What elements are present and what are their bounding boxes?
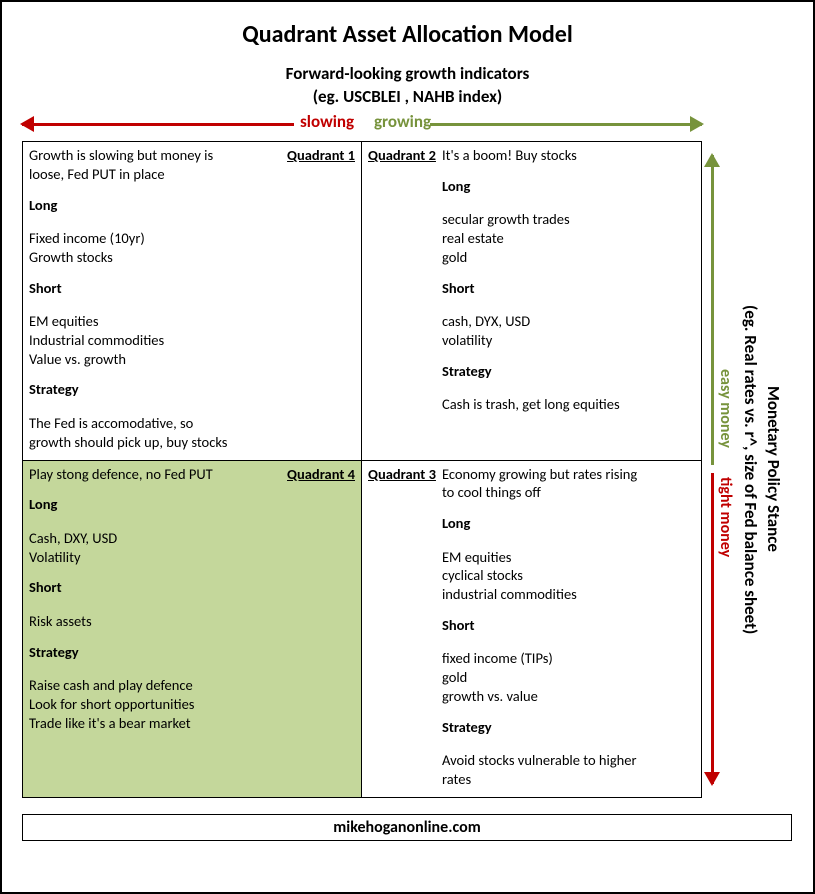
q3-strategy-heading: Strategy [442,718,695,737]
y-axis-top-label: easy money [716,369,735,448]
x-axis-right-label: growing [374,111,431,132]
q3-long-item: EM equities [442,548,695,567]
q3-summary-line: Economy growing but rates rising [442,465,695,484]
q2-short-item: volatility [442,331,695,350]
q4-long-item: Cash, DXY, USD [29,529,281,548]
quadrant-1: Growth is slowing but money is loose, Fe… [23,142,362,461]
q2-short-item: cash, DYX, USD [442,312,695,331]
q4-short-item: Risk assets [29,612,281,631]
quadrant-3: Quadrant 3 Economy growing but rates ris… [362,461,701,797]
q1-short-item: Industrial commodities [29,331,281,350]
arrow-right-icon [430,123,702,126]
q3-summary-line: to cool things off [442,483,695,502]
q4-long-item: Volatility [29,548,281,567]
q1-long-item: Fixed income (10yr) [29,229,281,248]
arrow-down-icon [711,473,714,784]
q3-short-item: growth vs. value [442,687,695,706]
q1-strategy-heading: Strategy [29,380,281,399]
q1-strategy-line: The Fed is accomodative, so [29,414,281,433]
q3-short-item: fixed income (TIPs) [442,649,695,668]
q4-label: Quadrant 4 [287,465,355,733]
mid-row: Growth is slowing but money is loose, Fe… [22,141,793,798]
q2-short-heading: Short [442,279,695,298]
q2-long-item: real estate [442,229,695,248]
arrow-up-icon [711,155,714,466]
q4-long-heading: Long [29,495,281,514]
q3-long-heading: Long [442,514,695,533]
x-axis-title: Forward-looking growth indicators (eg. U… [22,63,793,109]
q1-long-item: Growth stocks [29,248,281,267]
quadrant-grid: Growth is slowing but money is loose, Fe… [22,141,702,798]
q4-strategy-line: Trade like it's a bear market [29,714,281,733]
q4-strategy-heading: Strategy [29,643,281,662]
q1-short-item: EM equities [29,312,281,331]
x-axis-arrows: slowing growing [22,115,702,141]
q1-long-heading: Long [29,196,281,215]
x-axis-left-label: slowing [300,111,354,132]
x-axis-title-line2: (eg. USCBLEI , NAHB index) [22,86,793,109]
q1-summary-line: loose, Fed PUT in place [29,165,281,184]
q2-summary-line: It's a boom! Buy stocks [442,146,695,165]
main-title: Quadrant Asset Allocation Model [22,20,793,49]
quadrant-4: Play stong defence, no Fed PUT Long Cash… [23,461,362,797]
y-axis-arrows: easy money tight money [704,141,734,798]
footer-attribution: mikehoganonline.com [22,814,792,841]
q2-long-item: gold [442,248,695,267]
q3-short-item: gold [442,668,695,687]
y-axis-title-line2: (eg. Real rates vs. r^, size of Fed bala… [738,305,761,634]
q3-long-item: industrial commodities [442,585,695,604]
diagram-frame: Quadrant Asset Allocation Model Forward-… [0,0,815,894]
q4-short-heading: Short [29,578,281,597]
q1-short-item: Value vs. growth [29,350,281,369]
x-axis-title-line1: Forward-looking growth indicators [22,63,793,86]
q4-strategy-line: Raise cash and play defence [29,676,281,695]
q1-short-heading: Short [29,279,281,298]
y-axis-title-line1: Monetary Policy Stance [761,305,784,634]
q2-long-heading: Long [442,177,695,196]
q3-strategy-line: rates [442,770,695,789]
q3-label: Quadrant 3 [368,465,436,789]
q1-label: Quadrant 1 [287,146,355,452]
arrow-left-icon [22,123,294,126]
q1-strategy-line: growth should pick up, buy stocks [29,433,281,452]
q2-label: Quadrant 2 [368,146,436,414]
quadrant-2: Quadrant 2 It's a boom! Buy stocks Long … [362,142,701,461]
q3-strategy-line: Avoid stocks vulnerable to higher [442,751,695,770]
q4-summary-line: Play stong defence, no Fed PUT [29,465,281,484]
q3-long-item: cyclical stocks [442,566,695,585]
y-axis-title: Monetary Policy Stance (eg. Real rates v… [734,141,788,798]
q2-long-item: secular growth trades [442,210,695,229]
q1-summary-line: Growth is slowing but money is [29,146,281,165]
q3-short-heading: Short [442,616,695,635]
q4-strategy-line: Look for short opportunities [29,695,281,714]
y-axis-bot-label: tight money [716,477,735,557]
q2-strategy-heading: Strategy [442,362,695,381]
q2-strategy-line: Cash is trash, get long equities [442,395,695,414]
